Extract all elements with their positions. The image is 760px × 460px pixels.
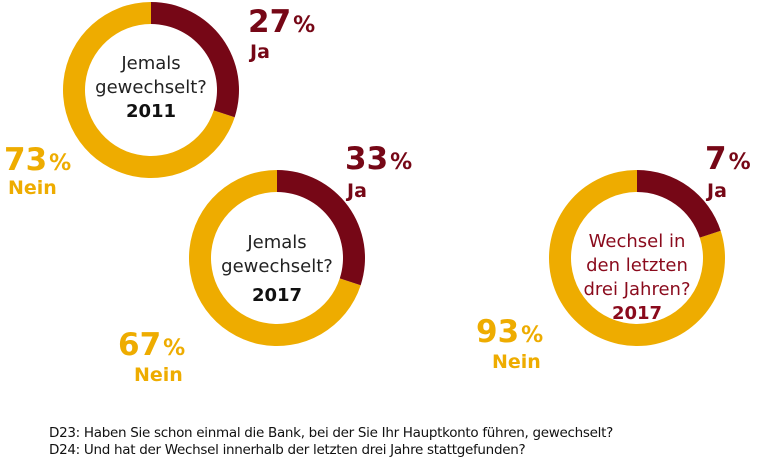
nein-category-label: Nein <box>8 177 57 199</box>
donut-center-label: Jemals <box>120 53 180 74</box>
ja-category-label: Ja <box>345 180 367 202</box>
donut-slice-ja <box>277 170 366 286</box>
nein-percent-label: 67% <box>118 327 185 363</box>
donut-center-label: gewechselt? <box>95 77 207 98</box>
donut-year-label: 2017 <box>252 285 302 306</box>
donut-center-label: drei Jahren? <box>583 279 690 300</box>
donut-center-label: Wechsel in <box>589 231 686 252</box>
donut-chart-1: Jemals gewechselt? 2011 27%Ja 73%Nein <box>4 2 315 199</box>
donut-chart-3: Wechsel in den letzten drei Jahren? 2017 7% J… <box>476 141 751 373</box>
ja-percent-label: 7% <box>705 141 751 177</box>
nein-category-label: Nein <box>134 364 183 386</box>
donut-center-label: den letzten <box>586 255 688 276</box>
donut-slice-ja <box>151 2 239 118</box>
donut-center-label: gewechselt? <box>221 256 333 277</box>
donut-year-label: 2011 <box>126 101 176 122</box>
ja-category-label: Ja <box>705 180 727 202</box>
donut-slice-ja <box>637 170 721 238</box>
donut-chart-2: Jemals gewechselt? 2017 33% Ja 67%Nein <box>118 141 412 386</box>
ja-percent-label: 27% <box>248 4 315 40</box>
footnote-d24: D24: Und hat der Wechsel innerhalb der l… <box>49 442 526 458</box>
ja-percent-label: 33% <box>345 141 412 177</box>
donut-year-label: 2017 <box>612 303 662 324</box>
ja-category-label: Ja <box>248 41 270 63</box>
donut-center-label: Jemals <box>246 232 306 253</box>
nein-percent-label: 93% <box>476 314 543 350</box>
nein-category-label: Nein <box>492 351 541 373</box>
footnote-d23: D23: Haben Sie schon einmal die Bank, be… <box>49 425 613 441</box>
nein-percent-label: 73% <box>4 142 71 178</box>
